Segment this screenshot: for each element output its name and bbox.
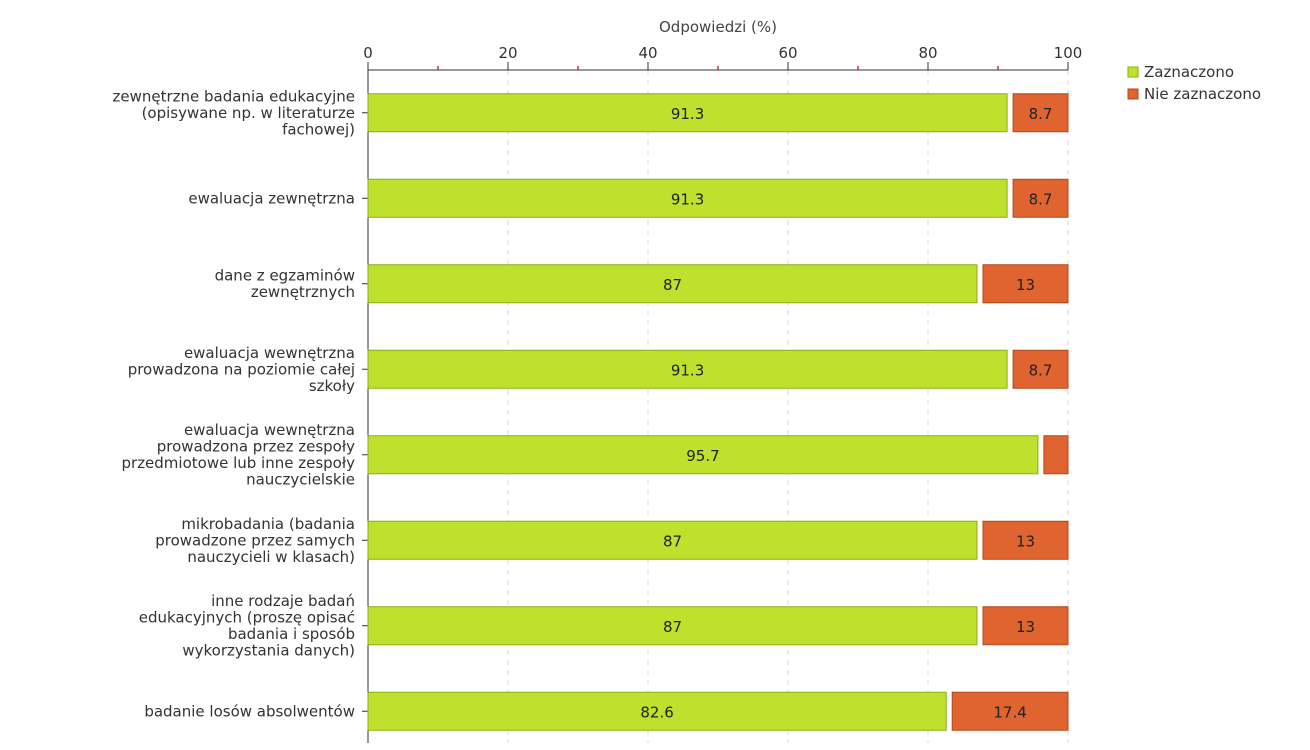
x-axis-title: Odpowiedzi (%) (659, 18, 777, 36)
data-label: 91.3 (671, 361, 704, 379)
bar-nie-zaznaczono (982, 520, 1069, 560)
bar-zaznaczono (367, 264, 978, 304)
x-tick-label: 40 (638, 44, 657, 62)
legend-label: Nie zaznaczono (1144, 85, 1261, 103)
data-label: 82.6 (640, 703, 673, 721)
category-label-line: inne rodzaje badań (211, 592, 355, 610)
category-label-line: prowadzona przez zespoły (157, 438, 355, 456)
data-label: 17.4 (993, 703, 1026, 721)
category-label-line: prowadzona na poziomie całej (128, 360, 355, 378)
category-label: ewaluacja wewnętrzna prowadzona przez zes… (122, 421, 356, 489)
bar-nie-zaznaczono (951, 691, 1069, 731)
data-label: 13 (1016, 276, 1035, 294)
data-label: 91.3 (671, 105, 704, 123)
x-tick-label: 20 (498, 44, 517, 62)
category-label-line: szkoły (309, 377, 355, 395)
category-label-line: zewnętrzne badania edukacyjne (113, 87, 356, 105)
data-label: 13 (1016, 532, 1035, 550)
category-label-line: mikrobadania (badania (181, 515, 355, 533)
bar-zaznaczono (367, 520, 978, 560)
category-label-line: (opisywane np. w literaturze (142, 104, 355, 122)
bar-nie-zaznaczono (1012, 93, 1069, 133)
category-label-line: edukacyjnych (proszę opisać (139, 609, 355, 627)
x-tick-label: 0 (363, 44, 373, 62)
data-label: 8.7 (1029, 361, 1053, 379)
data-label: 91.3 (671, 190, 704, 208)
category-label-line: ewaluacja wewnętrzna (184, 344, 355, 362)
bar-zaznaczono (367, 606, 978, 646)
x-tick-label: 80 (918, 44, 937, 62)
bar-nie-zaznaczono (1012, 349, 1069, 389)
bar-zaznaczono (367, 349, 1008, 389)
legend-swatch (1127, 66, 1139, 78)
category-label-line: ewaluacja zewnętrzna (188, 189, 355, 207)
category-label-line: przedmiotowe lub inne zespoły (122, 454, 356, 472)
category-label-line: wykorzystania danych) (182, 642, 355, 660)
bar-zaznaczono (367, 691, 947, 731)
data-label: 8.7 (1029, 190, 1053, 208)
bar-nie-zaznaczono (1043, 435, 1069, 475)
category-label: inne rodzaje badań edukacyjnych (proszę o… (139, 592, 355, 660)
category-label-line: badanie losów absolwentów (144, 702, 355, 720)
category-label: badanie losów absolwentów (144, 702, 355, 720)
legend-swatch (1127, 88, 1139, 100)
category-label-line: dane z egzaminów (215, 267, 355, 285)
x-tick-label: 100 (1054, 44, 1083, 62)
data-label: 8.7 (1029, 105, 1053, 123)
category-label-line: fachowej) (282, 120, 355, 138)
category-label: mikrobadania (badania prowadzone przez sa… (155, 515, 355, 566)
category-label: ewaluacja wewnętrzna prowadzona na poziom… (128, 344, 355, 395)
bar-nie-zaznaczono (982, 606, 1069, 646)
data-label: 95.7 (686, 447, 719, 465)
bar-zaznaczono (367, 178, 1008, 218)
category-label-line: prowadzone przez samych (155, 531, 355, 549)
bar-nie-zaznaczono (1012, 178, 1069, 218)
category-label-line: nauczycieli w klasach) (187, 548, 355, 566)
category-label-line: badania i sposób (228, 625, 355, 643)
x-tick-label: 60 (778, 44, 797, 62)
data-label: 87 (663, 532, 682, 550)
bar-zaznaczono (367, 435, 1039, 475)
category-label-line: zewnętrznych (251, 283, 355, 301)
legend-label: Zaznaczono (1144, 63, 1234, 81)
category-label: ewaluacja zewnętrzna (188, 189, 355, 207)
data-label: 87 (663, 618, 682, 636)
bar-zaznaczono (367, 93, 1008, 133)
category-label-line: ewaluacja wewnętrzna (184, 421, 355, 439)
data-label: 87 (663, 276, 682, 294)
category-label: dane z egzaminów zewnętrznych (215, 267, 355, 302)
bar-nie-zaznaczono (982, 264, 1069, 304)
category-label: zewnętrzne badania edukacyjne (opisywane … (113, 87, 356, 138)
data-label: 13 (1016, 618, 1035, 636)
category-label-line: nauczycielskie (246, 471, 355, 489)
